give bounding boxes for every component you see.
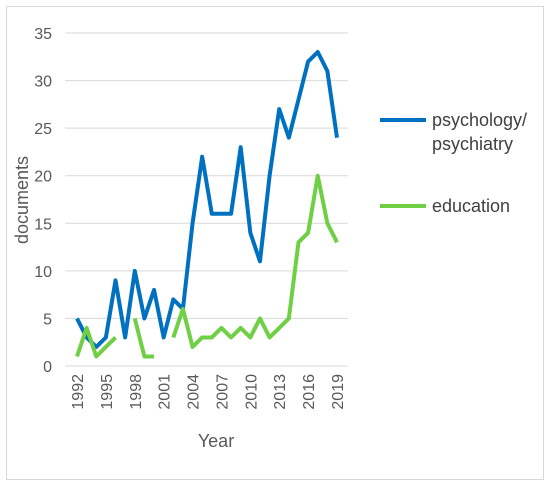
y-tick-label: 15 <box>34 216 52 233</box>
x-tick-label: 1998 <box>128 374 145 410</box>
x-tick-label: 1992 <box>70 374 87 410</box>
series-line <box>75 173 339 359</box>
x-tick-label: 2007 <box>214 374 231 410</box>
y-axis-title: documents <box>12 156 32 244</box>
legend-label: education <box>432 196 511 216</box>
x-tick-label: 2019 <box>330 374 347 410</box>
x-axis-title: Year <box>198 431 234 451</box>
x-tick-label: 2004 <box>186 374 203 410</box>
y-tick-label: 30 <box>34 74 52 91</box>
y-tick-label: 35 <box>34 26 52 43</box>
chart-border <box>6 6 544 480</box>
x-tick-label: 1995 <box>99 374 116 410</box>
x-tick-label: 2016 <box>301 374 318 410</box>
series-line <box>75 50 339 349</box>
x-tick-label: 2013 <box>272 374 289 410</box>
legend-label: psychology/ psychiatry <box>432 110 528 154</box>
y-tick-label: 0 <box>43 359 52 376</box>
y-tick-label: 20 <box>34 169 52 186</box>
x-tick-label: 2001 <box>157 374 174 410</box>
x-tick-label: 2010 <box>243 374 260 410</box>
y-tick-label: 10 <box>34 264 52 281</box>
y-tick-label: 5 <box>43 311 52 328</box>
y-tick-label: 25 <box>34 121 52 138</box>
